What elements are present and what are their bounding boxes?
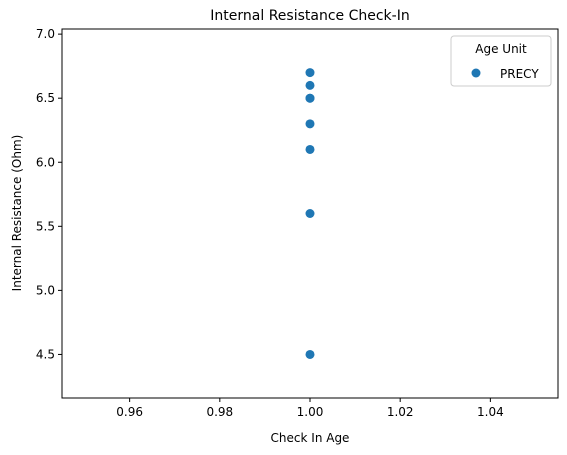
- legend-label: PRECY: [500, 67, 539, 81]
- y-tick-label: 5.5: [36, 219, 55, 233]
- y-axis: 4.5 5.0 5.5 6.0 6.5 7.0: [36, 27, 62, 361]
- x-axis: 0.96 0.98 1.00 1.02 1.04: [116, 398, 504, 419]
- data-point: [305, 93, 315, 103]
- y-tick-label: 4.5: [36, 347, 55, 361]
- data-point: [305, 349, 315, 359]
- data-point: [305, 68, 315, 78]
- legend-title: Age Unit: [475, 42, 527, 56]
- y-tick-label: 6.5: [36, 91, 55, 105]
- x-tick-label: 1.00: [297, 405, 324, 419]
- legend-marker: [471, 68, 481, 78]
- x-axis-label: Check In Age: [271, 431, 350, 445]
- data-point: [305, 144, 315, 154]
- legend: Age Unit PRECY: [450, 35, 552, 87]
- data-point: [305, 209, 315, 218]
- x-tick-label: 0.96: [116, 405, 143, 419]
- y-tick-label: 6.0: [36, 155, 55, 169]
- y-tick-label: 5.0: [36, 283, 55, 297]
- data-point: [305, 80, 315, 90]
- x-tick-label: 1.02: [387, 405, 414, 419]
- y-tick-label: 7.0: [36, 27, 55, 41]
- x-tick-label: 1.04: [477, 405, 504, 419]
- plot-area: [305, 68, 315, 359]
- x-tick-label: 0.98: [206, 405, 233, 419]
- chart-title: Internal Resistance Check-In: [210, 8, 409, 24]
- y-axis-label: Internal Resistance (Ohm): [10, 135, 24, 292]
- data-point: [305, 119, 315, 129]
